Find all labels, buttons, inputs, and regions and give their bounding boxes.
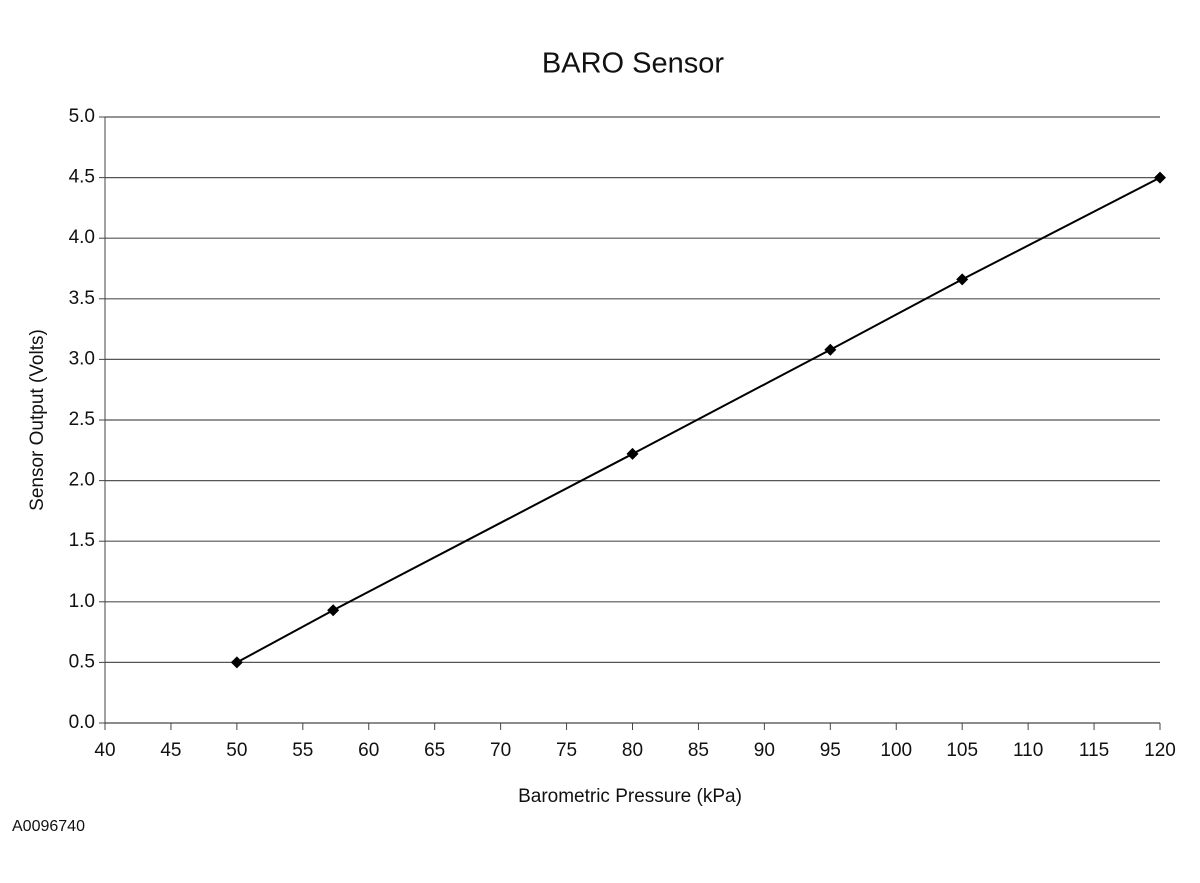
x-tick-label: 95 <box>820 740 841 761</box>
y-tick-label: 3.0 <box>69 348 95 369</box>
x-tick-label: 110 <box>1013 740 1043 761</box>
x-tick-label: 40 <box>94 740 115 761</box>
chart-title: BARO Sensor <box>542 48 724 80</box>
figure-id: A0096740 <box>12 818 85 835</box>
x-tick-label: 70 <box>490 740 511 761</box>
x-tick-label: 120 <box>1144 740 1176 761</box>
x-tick-label: 85 <box>688 740 709 761</box>
x-axis-label: Barometric Pressure (kPa) <box>518 786 742 807</box>
x-tick-label: 55 <box>292 740 313 761</box>
y-tick-label: 4.0 <box>69 227 95 248</box>
y-tick-label: 2.0 <box>69 470 95 491</box>
x-tick-label: 100 <box>880 740 912 761</box>
y-tick-label: 0.0 <box>69 712 95 733</box>
data-point <box>1154 171 1166 184</box>
y-tick-label: 1.0 <box>69 591 95 612</box>
x-tick-label: 90 <box>754 740 775 761</box>
x-tick-label: 105 <box>946 740 978 761</box>
y-tick-label: 0.5 <box>69 651 95 672</box>
y-tick-label: 2.5 <box>69 409 95 430</box>
y-tick-label: 5.0 <box>69 106 95 127</box>
x-tick-label: 60 <box>358 740 379 761</box>
y-tick-label: 1.5 <box>69 530 95 551</box>
x-tick-label: 45 <box>160 740 181 761</box>
data-point <box>626 447 639 460</box>
x-tick-label: 115 <box>1079 740 1109 761</box>
x-tick-label: 75 <box>556 740 577 761</box>
y-tick-label: 3.5 <box>69 288 95 309</box>
x-tick-label: 50 <box>226 740 247 761</box>
data-point <box>956 273 969 286</box>
y-axis-label: Sensor Output (Volts) <box>27 329 48 511</box>
data-line <box>236 176 1161 664</box>
data-point <box>230 656 243 669</box>
data-point <box>327 604 340 617</box>
data-point <box>824 343 837 356</box>
x-tick-label: 80 <box>622 740 643 761</box>
y-tick-label: 4.5 <box>69 167 95 188</box>
x-tick-label: 65 <box>424 740 445 761</box>
